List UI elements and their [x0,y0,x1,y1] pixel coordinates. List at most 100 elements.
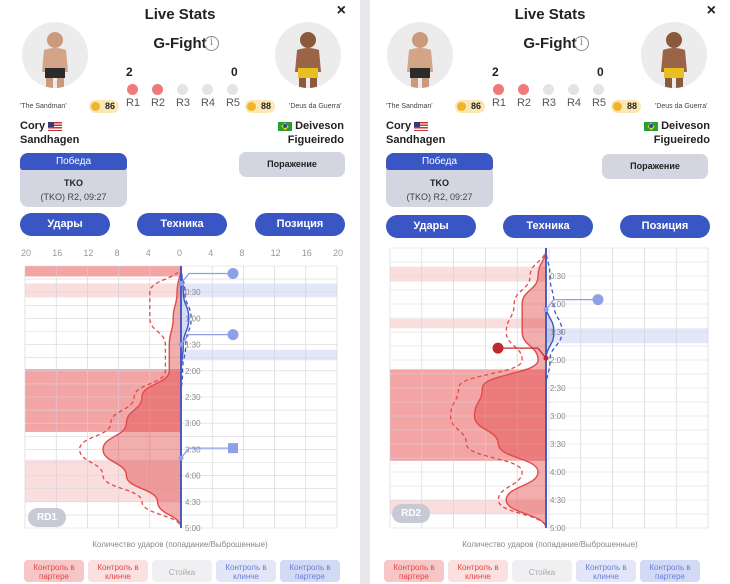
round-label-r3[interactable]: R3 [541,97,557,109]
info-icon[interactable]: i [574,36,589,51]
live-stats-panel-rd1: Live Stats × G-Fight i 2 0 R1 R2 R3 R4 R… [0,0,360,584]
panel-title: Live Stats [144,6,216,23]
round-label-r2[interactable]: R2 [150,97,166,109]
strikes-chart-rd1: 20 16 12 8 4 0 4 8 12 16 20 0:30 1:00 1:30 2:00 2:30 3:0… [21,248,343,533]
time-label: 1:00 [550,300,566,309]
event-connector [498,347,547,359]
x-tick-label: 8 [239,248,244,258]
score-blue: 0 [597,65,604,79]
x-tick-label: 8 [115,248,120,258]
legend-ground-control-blue[interactable]: Контроль в партере [640,560,700,582]
round-dot-r5 [593,84,604,95]
legend-clinch-control-blue[interactable]: Контроль в клинче [216,560,276,582]
series-line-sandhagen-thrown [449,247,547,529]
coin-icon [613,102,622,111]
fighter-red-name[interactable]: Cory Sandhagen [20,120,80,146]
time-label: 5:00 [550,524,566,533]
round-dot-r3 [177,84,188,95]
tab-technique[interactable]: Техника [503,215,593,238]
time-label: 4:30 [550,496,566,505]
round-label-r1[interactable]: R1 [491,97,507,109]
series-area-sandhagen-landed [473,247,547,529]
round-label-r5[interactable]: R5 [591,97,607,109]
fighter-red-name[interactable]: Cory Sandhagen [386,120,446,146]
time-label: 5:00 [185,524,201,533]
brazil-flag-icon [644,121,659,131]
brazil-flag-icon [278,121,293,131]
fighter-red-avatar[interactable] [22,22,88,88]
round-label-r5[interactable]: R5 [225,97,241,109]
fighter-blue-avatar[interactable] [275,22,341,88]
time-label: 3:00 [550,412,566,421]
x-tick-label: 20 [21,248,31,258]
fighter-blue-rating: 88 [611,100,641,113]
position-band [25,283,181,298]
event-name: G-Fight [523,35,577,52]
x-tick-label: 20 [333,248,343,258]
round-label-r4[interactable]: R4 [200,97,216,109]
round-label-r3[interactable]: R3 [175,97,191,109]
tab-technique[interactable]: Техника [137,213,227,236]
round-dot-r1 [493,84,504,95]
fighter-blue-photo-icon [295,32,321,88]
time-label: 3:00 [185,419,201,428]
tab-position[interactable]: Позиция [620,215,710,238]
event-connector [180,272,233,284]
series-line-sandhagen-thrown [78,265,182,529]
time-label: 1:00 [185,314,201,323]
fighter-red-avatar[interactable] [387,22,453,88]
result-details: (TKO) R2, 09:27 [40,192,107,202]
round-label-r1[interactable]: R1 [125,97,141,109]
time-label: 4:30 [185,498,201,507]
legend-ground-control-blue[interactable]: Контроль в партере [280,560,340,582]
score-blue: 0 [231,65,238,79]
legend-ground-control-red[interactable]: Контроль в партере [384,560,444,582]
fighter-red-rating: 86 [455,100,485,113]
panel-title: Live Stats [514,6,586,23]
legend-clinch-control-red[interactable]: Контроль в клинче [88,560,148,582]
time-label: 4:00 [185,472,201,481]
score-red: 2 [126,65,133,79]
time-label: 3:30 [550,440,566,449]
tab-strikes[interactable]: Удары [20,213,110,236]
fighter-red-nickname: 'The Sandman' [20,103,67,110]
us-flag-icon [414,121,429,131]
position-band [25,459,181,502]
x-tick-label: 12 [271,248,281,258]
round-label-r4[interactable]: R4 [566,97,582,109]
position-band [390,266,546,282]
position-band [181,283,337,298]
round-dot-r4 [568,84,579,95]
info-icon[interactable]: i [204,36,219,51]
fighter-blue-name[interactable]: Deiveson Figueiredo [275,119,344,147]
round-label-r2[interactable]: R2 [516,97,532,109]
fighter-blue-name[interactable]: Deiveson Figueiredo [641,119,710,147]
time-label: 4:00 [550,468,566,477]
round-dot-r2 [152,84,163,95]
lose-button[interactable]: Поражение [602,154,708,179]
fighter-blue-avatar[interactable] [641,22,707,88]
legend-clinch-control-blue[interactable]: Контроль в клинче [576,560,636,582]
tab-strikes[interactable]: Удары [386,215,476,238]
round-badge: RD1 [28,508,66,527]
close-icon[interactable]: × [336,2,346,19]
x-tick-label: 4 [146,248,151,258]
lose-button[interactable]: Поражение [239,152,345,177]
win-button[interactable]: Победа [386,153,493,170]
position-band [390,318,546,329]
legend-standing[interactable]: Стойка [512,560,572,582]
win-button[interactable]: Победа [20,153,127,170]
series-area-sandhagen-landed [102,265,182,529]
position-band [546,328,708,344]
legend-clinch-control-red[interactable]: Контроль в клинче [448,560,508,582]
event-anchor [543,355,549,361]
fighter-red-rating: 86 [89,100,119,113]
event-marker-circle [592,294,604,306]
position-band [25,266,181,277]
coin-icon [91,102,100,111]
x-tick-label: 12 [83,248,93,258]
legend-standing[interactable]: Стойка [152,560,212,582]
legend-ground-control-red[interactable]: Контроль в партере [24,560,84,582]
tab-position[interactable]: Позиция [255,213,345,236]
close-icon[interactable]: × [706,2,716,19]
